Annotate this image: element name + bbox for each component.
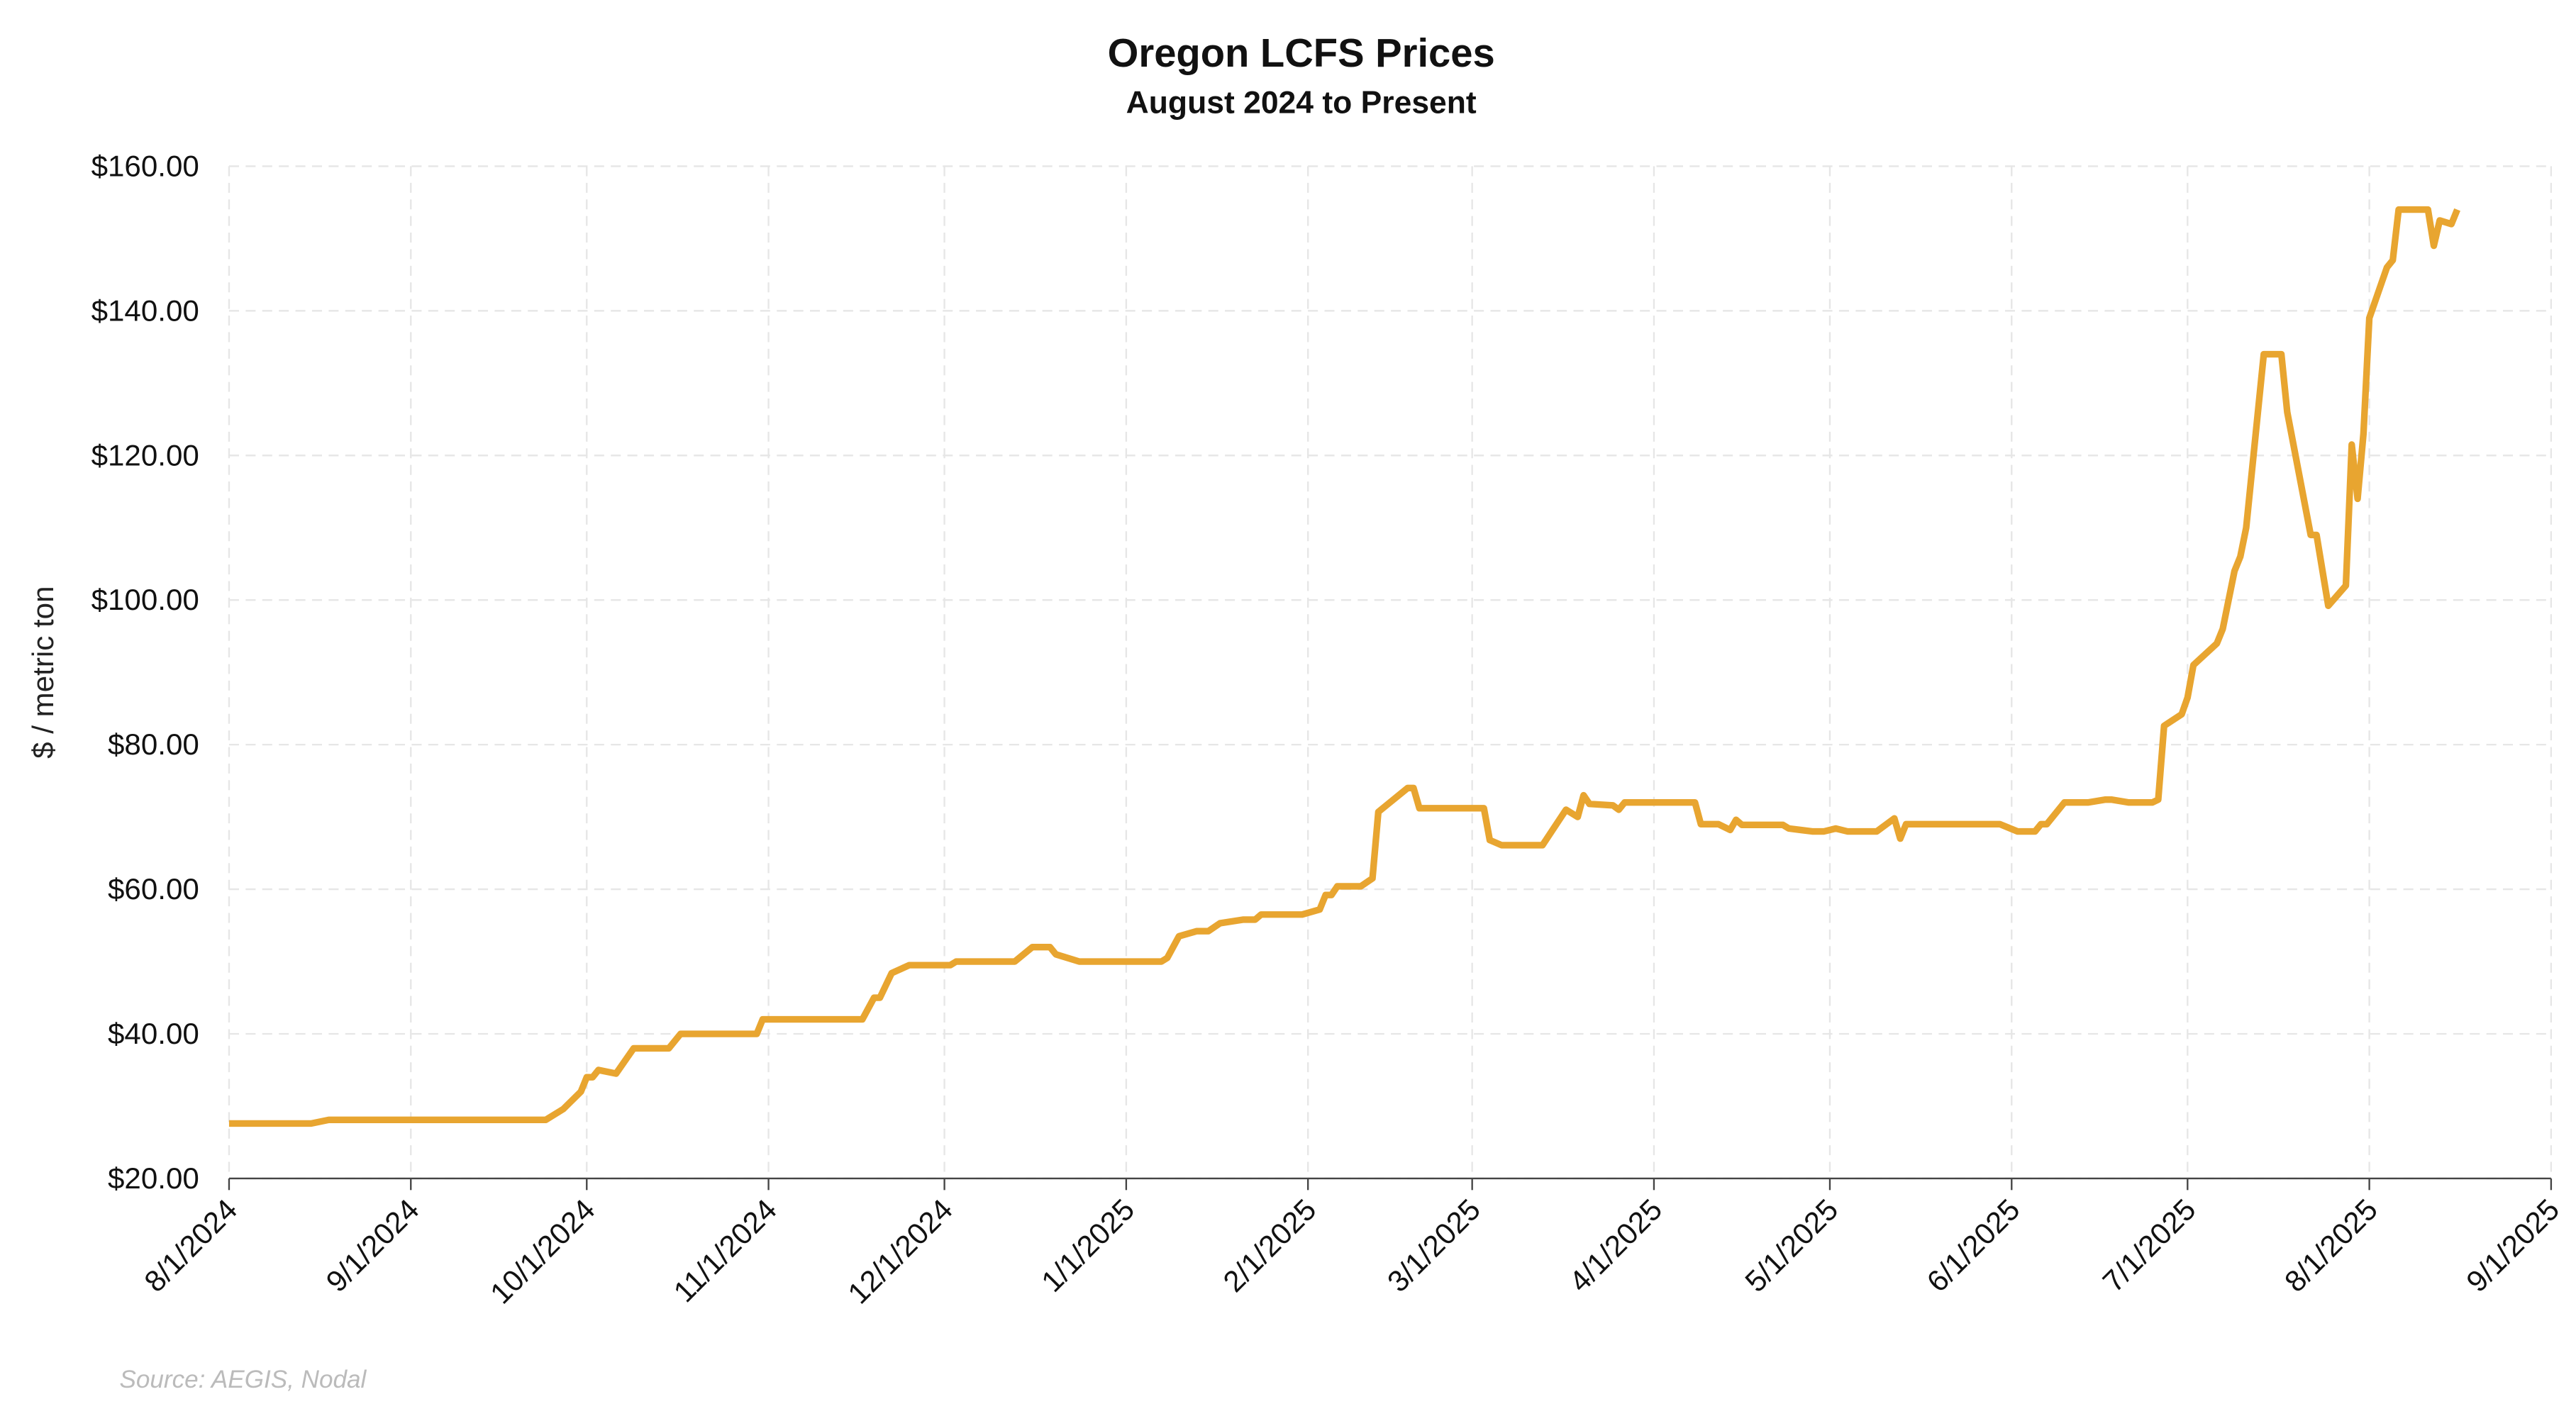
x-tick-label: 9/1/2025 (2460, 1193, 2565, 1298)
source-note: Source: AEGIS, Nodal (119, 1366, 367, 1393)
x-tick-label: 7/1/2025 (2097, 1193, 2202, 1298)
y-axis-label: $ / metric ton (26, 586, 60, 758)
chart-subtitle: August 2024 to Present (1126, 86, 1477, 121)
x-tick-label: 1/1/2025 (1035, 1193, 1140, 1298)
x-tick-label: 4/1/2025 (1562, 1193, 1668, 1298)
y-tick-label: $160.00 (91, 149, 199, 182)
y-tick-label: $80.00 (108, 728, 199, 761)
y-tick-label: $120.00 (91, 438, 199, 472)
x-tick-label: 12/1/2024 (841, 1193, 959, 1310)
y-tick-label: $100.00 (91, 583, 199, 616)
x-tick-label: 8/1/2024 (138, 1193, 243, 1298)
x-tick-label: 6/1/2025 (1921, 1193, 2026, 1298)
chart-title: Oregon LCFS Prices (1108, 30, 1495, 75)
y-tick-label: $40.00 (108, 1017, 199, 1050)
y-tick-label: $60.00 (108, 872, 199, 905)
x-tick-label: 9/1/2024 (320, 1193, 426, 1298)
x-tick-label: 11/1/2024 (667, 1193, 782, 1308)
y-tick-label: $140.00 (91, 294, 199, 327)
x-tick-label: 3/1/2025 (1381, 1193, 1487, 1298)
x-tick-label: 10/1/2024 (484, 1193, 601, 1310)
x-tick-label: 5/1/2025 (1738, 1193, 1844, 1298)
y-tick-label: $20.00 (108, 1161, 199, 1195)
x-tick-label: 2/1/2025 (1216, 1193, 1322, 1298)
price-line (228, 206, 2460, 1127)
x-tick-label: 8/1/2025 (2278, 1193, 2384, 1298)
